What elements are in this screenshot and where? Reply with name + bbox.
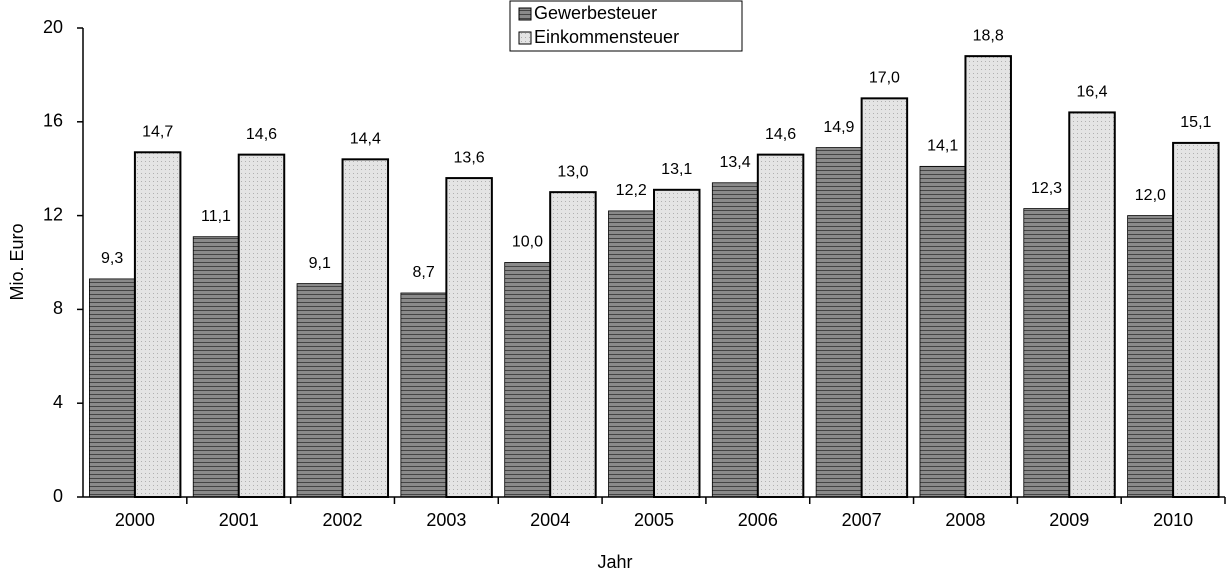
x-tick-label: 2007 [842,510,882,530]
bar [815,147,863,498]
bar [237,153,286,498]
value-label: 18,8 [973,27,1004,44]
value-label: 13,0 [557,163,588,180]
value-label: 17,0 [869,70,900,87]
bar [1023,208,1070,498]
value-label: 10,0 [512,234,543,251]
bar [504,262,551,498]
legend: Gewerbesteuer Einkommensteuer [509,0,743,52]
value-label: 14,9 [823,119,854,136]
x-tick-label: 2001 [219,510,259,530]
value-label: 16,4 [1076,84,1107,101]
value-label: 9,1 [309,255,331,272]
value-label: 14,6 [765,126,796,143]
bar [341,158,390,498]
y-axis-label: Mio. Euro [7,223,27,300]
value-label: 14,6 [246,126,277,143]
bar [964,55,1012,498]
value-label: 12,0 [1135,187,1166,204]
bar [608,210,655,498]
bar [549,191,597,498]
x-tick-label: 2006 [738,510,778,530]
bar [296,283,343,498]
bar [1172,141,1220,498]
bar [1068,111,1116,498]
y-tick-label: 16 [43,111,63,131]
value-label: 12,2 [616,182,647,199]
bar [400,292,447,498]
bar [192,236,240,498]
y-tick-label: 8 [53,298,63,318]
x-tick-label: 2000 [115,510,155,530]
bar [860,97,909,498]
x-tick-label: 2009 [1049,510,1089,530]
value-label: 15,1 [1180,114,1211,131]
value-label: 9,3 [101,250,123,267]
y-tick-label: 20 [43,17,63,37]
bar [445,177,493,499]
value-label: 14,7 [142,124,173,141]
value-label: 14,4 [350,131,381,148]
value-label: 13,4 [719,154,750,171]
bar [711,182,759,498]
value-label: 13,6 [454,149,485,166]
bar [653,188,701,498]
x-tick-label: 2002 [323,510,363,530]
value-label: 12,3 [1031,180,1062,197]
legend-swatch [518,31,532,45]
x-tick-label: 2010 [1153,510,1193,530]
x-tick-label: 2003 [426,510,466,530]
legend-box [509,0,743,52]
x-tick-label: 2005 [634,510,674,530]
y-tick-label: 4 [53,392,63,412]
x-tick-label: 2004 [530,510,570,530]
y-tick-label: 0 [53,486,63,506]
legend-label: Einkommensteuer [534,27,679,47]
y-tick-label: 12 [43,204,63,224]
bar [1127,215,1174,498]
value-label: 8,7 [412,264,434,281]
bar [89,278,136,498]
legend-label: Gewerbesteuer [534,3,657,23]
bar [756,153,805,498]
bar [919,165,966,498]
value-label: 13,1 [661,161,692,178]
legend-swatch [518,7,532,21]
x-axis-label: Jahr [597,552,632,572]
bar [133,151,182,498]
value-label: 14,1 [927,138,958,155]
x-tick-label: 2008 [945,510,985,530]
value-label: 11,1 [201,208,231,225]
